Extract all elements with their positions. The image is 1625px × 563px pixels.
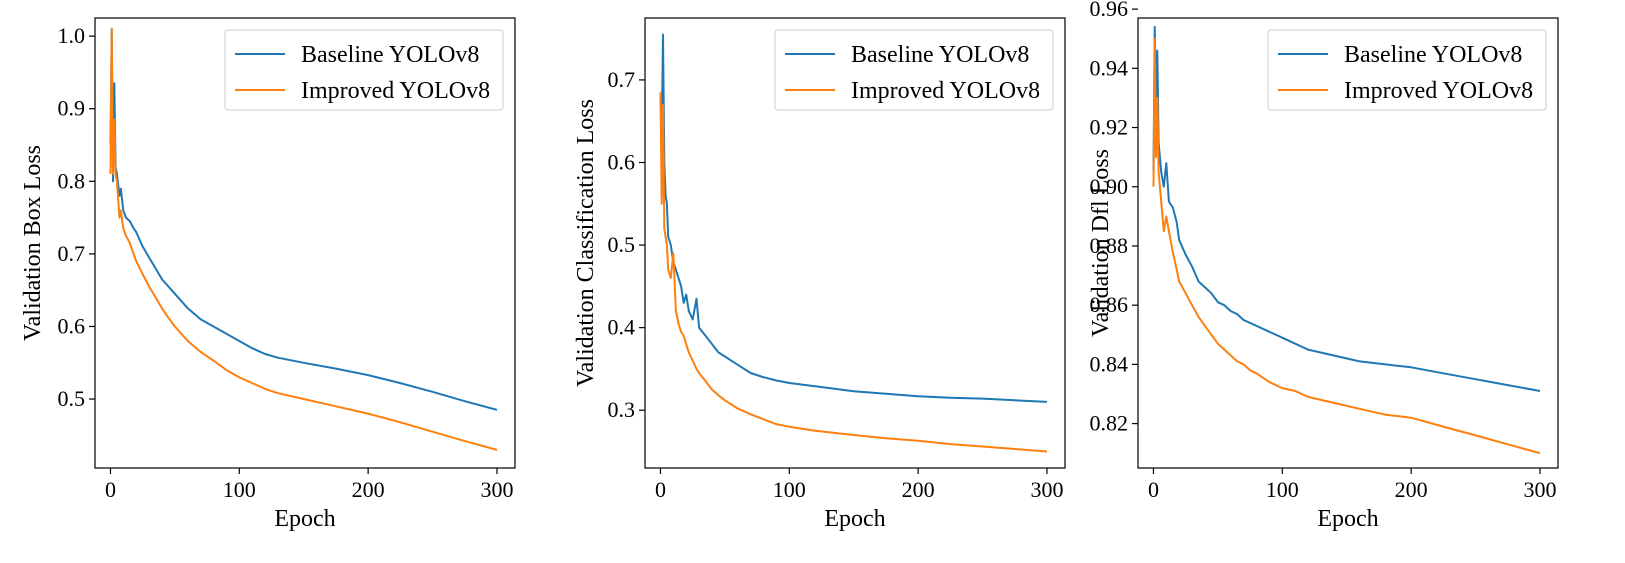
x-tick-label: 100	[223, 477, 256, 502]
legend-box	[224, 29, 504, 111]
series-line-baseline	[109, 27, 498, 411]
y-tick-label: 0.5	[58, 386, 86, 411]
x-tick-label: 300	[1523, 477, 1556, 502]
y-tick-label: 0.4	[608, 315, 636, 340]
y-axis-title: Validation Classification Loss	[573, 99, 599, 387]
subplot-box-loss: 0 100 200 300 0.5 0.6 0.7 0.8 0.9 1.0 Epoch Validat…	[20, 17, 516, 532]
y-tick-label: 0.92	[1090, 115, 1129, 140]
subplot-classification-loss: 0 100 200 300 0.3 0.4 0.5 0.6 0.7 Epoch Validation…	[573, 17, 1066, 532]
y-tick-label: 0.3	[608, 397, 636, 422]
series-line-improved	[1152, 37, 1541, 455]
legend: Baseline YOLOv8 Improved YOLOv8	[774, 29, 1054, 111]
legend-label: Improved YOLOv8	[301, 78, 490, 104]
y-tick-label: 1.0	[58, 23, 86, 48]
y-axis-title: Validation Box Loss	[20, 145, 46, 341]
legend: Baseline YOLOv8 Improved YOLOv8	[1267, 29, 1547, 111]
legend-label: Improved YOLOv8	[851, 78, 1040, 104]
y-tick-label: 0.8	[58, 168, 86, 193]
series-line-baseline	[659, 33, 1048, 403]
legend-box	[774, 29, 1054, 111]
x-axis-title: Epoch	[1317, 506, 1378, 532]
x-tick-label: 100	[1266, 477, 1299, 502]
legend-label: Baseline YOLOv8	[851, 42, 1029, 68]
y-tick-label: 0.88	[1090, 233, 1129, 258]
x-tick-label: 0	[1148, 477, 1159, 502]
plot-frame	[1137, 17, 1559, 469]
legend: Baseline YOLOv8 Improved YOLOv8	[224, 29, 504, 111]
legend-box	[1267, 29, 1547, 111]
x-tick-label: 200	[352, 477, 385, 502]
y-tick-label: 0.84	[1090, 351, 1129, 376]
y-tick-label: 0.9	[58, 96, 86, 121]
y-tick-label: 0.86	[1090, 292, 1129, 317]
plot-frame	[94, 17, 516, 469]
x-tick-label: 300	[1030, 477, 1063, 502]
y-tick-label: 0.90	[1090, 174, 1129, 199]
y-tick-label: 0.7	[58, 241, 86, 266]
y-tick-label: 0.96	[1090, 0, 1129, 21]
x-axis-title: Epoch	[824, 506, 885, 532]
series-line-baseline	[1152, 25, 1541, 392]
y-tick-label: 0.82	[1090, 411, 1129, 436]
series-line-improved	[109, 27, 498, 451]
legend-label: Baseline YOLOv8	[301, 42, 479, 68]
y-tick-label: 0.5	[608, 232, 636, 257]
y-axis-title: Validation Dfl Loss	[1088, 149, 1114, 337]
x-tick-label: 200	[902, 477, 935, 502]
x-tick-label: 0	[105, 477, 116, 502]
x-tick-label: 100	[773, 477, 806, 502]
subplot-dfl-loss: 0 100 200 300 0.82 0.84 0.86 0.88 0.90 0.92 0.94 0.…	[1088, 0, 1559, 532]
x-tick-label: 200	[1395, 477, 1428, 502]
series-line-improved	[659, 92, 1048, 453]
y-tick-label: 0.94	[1090, 55, 1129, 80]
x-tick-label: 0	[655, 477, 666, 502]
y-tick-label: 0.7	[608, 67, 636, 92]
legend-label: Improved YOLOv8	[1344, 78, 1533, 104]
plot-frame	[644, 17, 1066, 469]
y-tick-label: 0.6	[58, 313, 86, 338]
x-axis-title: Epoch	[274, 506, 335, 532]
y-tick-label: 0.6	[608, 149, 636, 174]
legend-label: Baseline YOLOv8	[1344, 42, 1522, 68]
x-tick-label: 300	[480, 477, 513, 502]
